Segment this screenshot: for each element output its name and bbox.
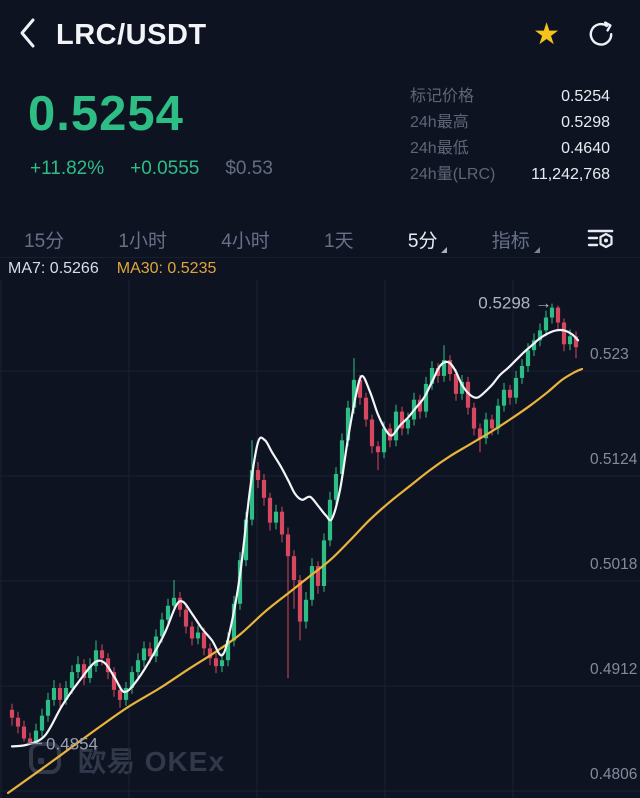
refresh-icon[interactable] (586, 20, 616, 50)
stats-panel: 标记价格 0.5254 24h最高 0.5298 24h最低 0.4640 24… (410, 84, 610, 188)
back-button[interactable] (0, 0, 56, 70)
pair-title: LRC/USDT (56, 18, 207, 51)
timeframe-tabs: 15分 1小时 4小时 1天 5分 指标 (0, 222, 640, 258)
ma-legend: MA7: 0.5266 MA30: 0.5235 (8, 260, 216, 278)
svg-text:0.523: 0.523 (590, 346, 629, 363)
change-percent: +11.82% (30, 158, 105, 179)
svg-text:0.5124: 0.5124 (590, 451, 638, 468)
chart-settings-icon[interactable] (584, 227, 616, 253)
candlestick-chart[interactable]: 0.523 0.5124 0.5018 0.4912 0.4806 0.5298 → 0.4… (0, 280, 640, 798)
svg-text:0.4806: 0.4806 (590, 766, 637, 783)
svg-text:0.4912: 0.4912 (590, 661, 637, 678)
tab-4h[interactable]: 4小时 (221, 231, 270, 252)
chart-area: 欧易 OKEx 0.523 0.5124 0.5018 0.4912 0.4806 0.5… (0, 280, 640, 798)
top-bar: LRC/USDT ★ (0, 0, 640, 70)
tab-indicators[interactable]: 指标 (492, 226, 540, 253)
tab-5m-active[interactable]: 5分 (408, 226, 448, 253)
stat-row-24h-high: 24h最高 0.5298 (410, 114, 610, 131)
tab-1d[interactable]: 1天 (324, 231, 354, 252)
stat-row-24h-volume: 24h量(LRC) 11,242,768 (410, 166, 610, 183)
back-chevron-icon (17, 16, 39, 55)
last-price: 0.5254 (28, 87, 184, 141)
svg-text:0.4854: 0.4854 (46, 735, 98, 754)
ma7-label: MA7: 0.5266 (8, 260, 99, 277)
favorite-star-icon[interactable]: ★ (533, 18, 560, 51)
fiat-value: $0.53 (225, 158, 273, 179)
svg-text:0.5018: 0.5018 (590, 556, 637, 573)
stat-row-24h-low: 24h最低 0.4640 (410, 140, 610, 157)
stat-row-mark-price: 标记价格 0.5254 (410, 88, 610, 105)
ma30-label: MA30: 0.5235 (116, 260, 217, 277)
tab-1h[interactable]: 1小时 (118, 231, 167, 252)
tab-15m[interactable]: 15分 (24, 231, 65, 252)
caret-icon (441, 247, 448, 253)
svg-text:0.5298 →: 0.5298 → (478, 294, 552, 313)
caret-icon (533, 247, 540, 253)
change-absolute: +0.0555 (130, 158, 200, 179)
price-section: 0.5254 +11.82% +0.0555 $0.53 标记价格 0.5254… (0, 70, 640, 222)
